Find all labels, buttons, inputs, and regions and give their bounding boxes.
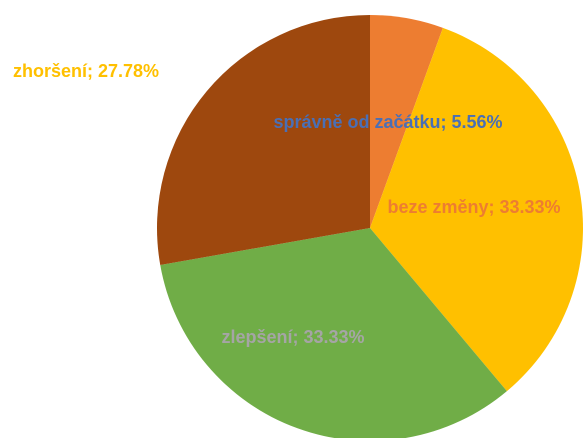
data-label: správně od začátku; 5.56%	[273, 112, 502, 132]
data-label: zlepšení; 33.33%	[221, 327, 364, 347]
pie-slice	[370, 27, 584, 392]
pie-slice	[157, 15, 370, 266]
pie-slice	[160, 228, 507, 438]
data-label: zhoršení; 27.78%	[13, 61, 159, 81]
pie-slice	[370, 15, 443, 228]
data-label: beze změny; 33.33%	[387, 197, 560, 217]
